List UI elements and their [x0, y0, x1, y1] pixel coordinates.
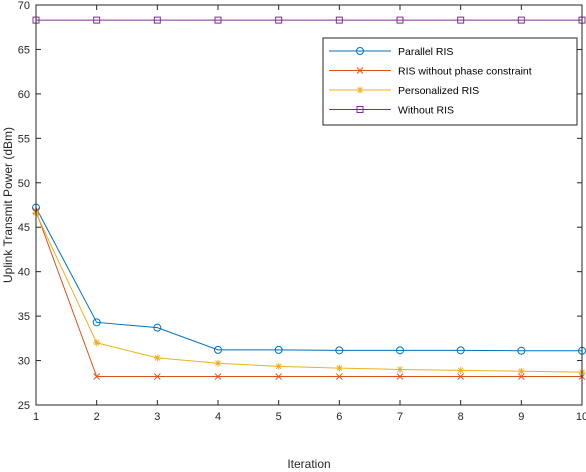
- legend-box: [322, 37, 578, 126]
- data-point: [335, 16, 343, 24]
- plot-frame: [35, 4, 583, 406]
- y-tick-label: 30: [18, 356, 30, 368]
- legend-item: Without RIS: [329, 105, 454, 117]
- legend-item: RIS without phase constraint: [329, 66, 532, 78]
- y-tick-label: 40: [18, 267, 30, 279]
- data-point: [517, 346, 526, 355]
- x-tick-label: 6: [336, 411, 342, 423]
- legend-label: Without RIS: [398, 105, 454, 117]
- data-point: [396, 16, 404, 24]
- x-tick-label: 1: [33, 411, 39, 423]
- legend-marker: [356, 47, 364, 55]
- y-tick-label: 70: [18, 0, 30, 12]
- data-point: [275, 362, 283, 370]
- series-line: [35, 212, 583, 373]
- x-tick-label: 10: [576, 411, 586, 423]
- data-point: [93, 16, 101, 24]
- series-line: [35, 211, 582, 378]
- x-tick-label: 9: [518, 411, 524, 423]
- data-point: [153, 16, 161, 24]
- data-point: [335, 373, 343, 380]
- data-point: [457, 373, 465, 380]
- data-point: [214, 373, 222, 380]
- data-point: [153, 373, 161, 380]
- data-point: [517, 16, 525, 24]
- data-point: [214, 359, 222, 367]
- data-point: [93, 373, 101, 380]
- x-tick-label: 3: [154, 411, 160, 423]
- legend-item: Parallel RIS: [329, 46, 453, 58]
- x-tick-label: 5: [276, 411, 282, 423]
- data-point: [93, 339, 101, 347]
- y-tick-label: 25: [18, 400, 30, 412]
- data-point: [457, 366, 465, 374]
- x-tick-label: 4: [215, 411, 221, 423]
- data-point: [396, 346, 404, 355]
- data-point: [92, 318, 101, 327]
- legend-marker: [356, 106, 364, 113]
- legend-marker: [356, 67, 364, 74]
- legend-marker: [356, 86, 364, 94]
- data-point: [396, 373, 404, 380]
- x-tick-label: 8: [458, 411, 464, 423]
- data-point: [275, 16, 283, 24]
- data-point: [274, 345, 283, 354]
- legend-item: Personalized RIS: [329, 85, 479, 97]
- data-point: [457, 16, 465, 24]
- data-point: [335, 364, 343, 372]
- data-point: [153, 354, 161, 362]
- y-axis-label: Uplink Transmit Power (dBm): [1, 127, 15, 283]
- data-point: [396, 365, 404, 373]
- legend: Parallel RIS RIS without phase constraint…: [322, 37, 578, 126]
- data-point: [456, 346, 465, 355]
- data-point: [517, 367, 525, 375]
- legend-label: Personalized RIS: [398, 85, 479, 97]
- x-tick-label: 7: [397, 411, 403, 423]
- legend-label: Parallel RIS: [398, 46, 453, 58]
- data-point: [214, 16, 222, 24]
- y-tick-label: 55: [18, 133, 30, 145]
- legend-label: RIS without phase constraint: [398, 66, 532, 78]
- series-line: [35, 207, 582, 352]
- data-point: [153, 323, 162, 332]
- y-tick-label: 60: [18, 89, 30, 101]
- data-point: [335, 346, 344, 355]
- y-tick-label: 45: [18, 222, 30, 234]
- data-series: [32, 16, 586, 380]
- x-tick-label: 2: [94, 411, 100, 423]
- data-point: [517, 373, 525, 380]
- y-tick-label: 50: [18, 178, 30, 190]
- data-point: [275, 373, 283, 380]
- y-tick-label: 65: [18, 44, 30, 56]
- data-point: [214, 345, 222, 354]
- x-axis-label: Iteration: [287, 457, 330, 471]
- y-tick-label: 35: [18, 311, 30, 323]
